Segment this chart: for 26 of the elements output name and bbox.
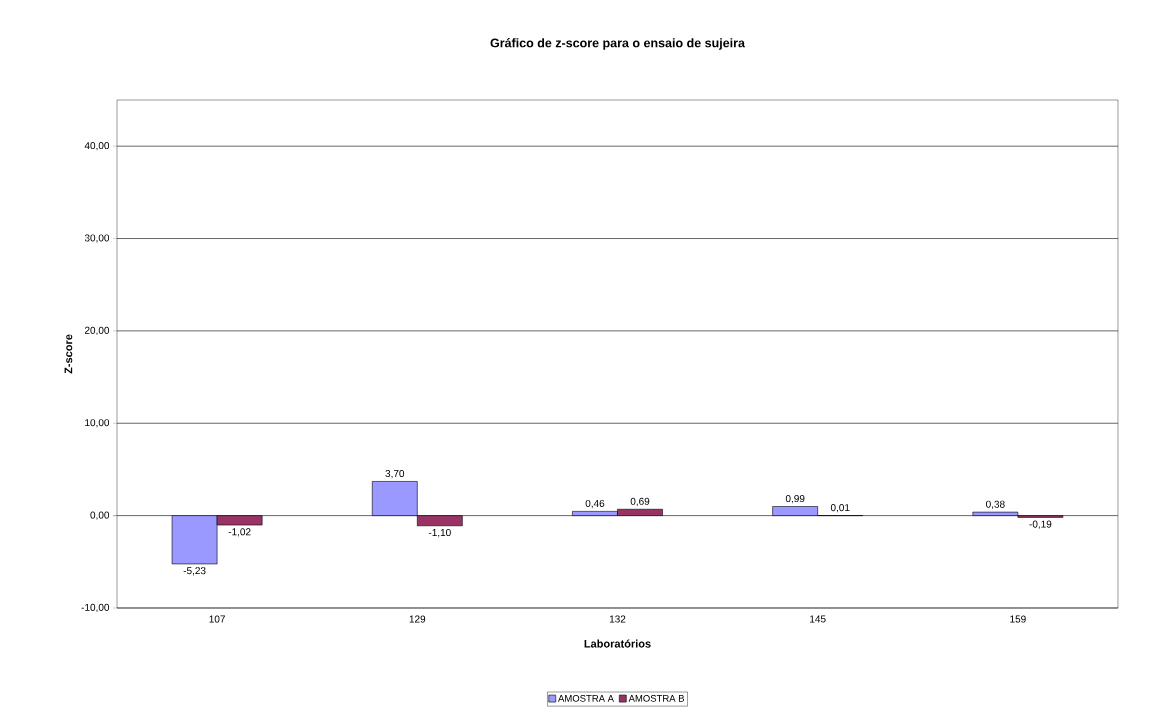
legend-label: AMOSTRA A [558, 695, 614, 702]
data-label: 0,38 [986, 500, 1005, 509]
x-tick-label: 129 [409, 615, 426, 623]
y-tick-label: 10,00 [85, 419, 110, 428]
y-tick-label: 20,00 [84, 326, 110, 336]
data-label: -0,19 [1029, 520, 1052, 529]
x-tick-label: 107 [209, 615, 225, 623]
x-tick-label: 159 [1010, 615, 1026, 623]
y-tick-label: 40,00 [84, 142, 110, 151]
data-label: -1,02 [228, 528, 251, 537]
data-label: 0,99 [785, 495, 805, 504]
data-label: 0,69 [630, 497, 650, 507]
y-tick-label: 30,00 [84, 234, 110, 243]
data-label: -1,10 [428, 528, 451, 538]
data-label: 0,46 [585, 499, 605, 509]
data-label: 0,01 [830, 504, 850, 513]
data-label: -5,23 [183, 567, 206, 576]
x-tick-label: 132 [609, 615, 626, 623]
x-axis-title: Laboratórios [584, 639, 651, 648]
legend-label: AMOSTRA B [628, 695, 685, 702]
y-axis-title: Z-score [64, 334, 73, 374]
chart-title: Gráfico de z-score para o ensaio de sujeira [490, 38, 746, 50]
y-tick-label: 0,00 [90, 511, 110, 520]
x-tick-label: 145 [810, 615, 826, 623]
data-label: 3,70 [385, 469, 405, 479]
y-tick-label: -10,00 [81, 603, 110, 613]
